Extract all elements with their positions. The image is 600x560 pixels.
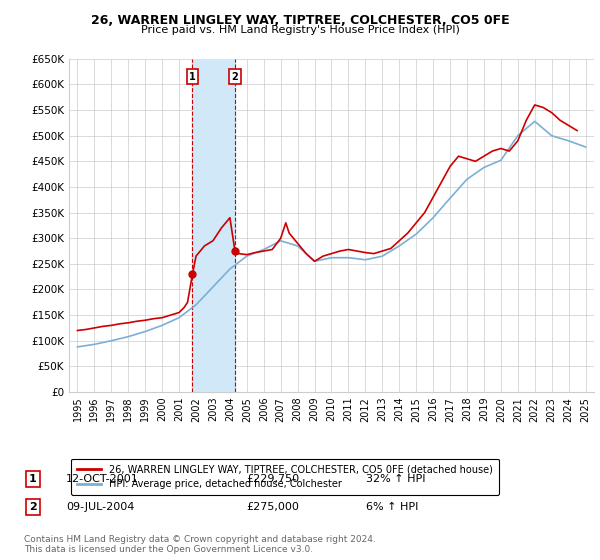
Text: 2: 2	[29, 502, 37, 512]
Text: 32% ↑ HPI: 32% ↑ HPI	[366, 474, 425, 484]
Text: 09-JUL-2004: 09-JUL-2004	[66, 502, 134, 512]
Text: 1: 1	[29, 474, 37, 484]
Text: 6% ↑ HPI: 6% ↑ HPI	[366, 502, 418, 512]
Text: Price paid vs. HM Land Registry's House Price Index (HPI): Price paid vs. HM Land Registry's House …	[140, 25, 460, 35]
Text: 26, WARREN LINGLEY WAY, TIPTREE, COLCHESTER, CO5 0FE: 26, WARREN LINGLEY WAY, TIPTREE, COLCHES…	[91, 14, 509, 27]
Text: 12-OCT-2001: 12-OCT-2001	[66, 474, 139, 484]
Legend: 26, WARREN LINGLEY WAY, TIPTREE, COLCHESTER, CO5 0FE (detached house), HPI: Aver: 26, WARREN LINGLEY WAY, TIPTREE, COLCHES…	[71, 459, 499, 495]
Text: £229,750: £229,750	[246, 474, 299, 484]
Text: Contains HM Land Registry data © Crown copyright and database right 2024.
This d: Contains HM Land Registry data © Crown c…	[24, 535, 376, 554]
Text: £275,000: £275,000	[246, 502, 299, 512]
Text: 1: 1	[189, 72, 196, 82]
Text: 2: 2	[232, 72, 238, 82]
Bar	[193, 59, 235, 392]
